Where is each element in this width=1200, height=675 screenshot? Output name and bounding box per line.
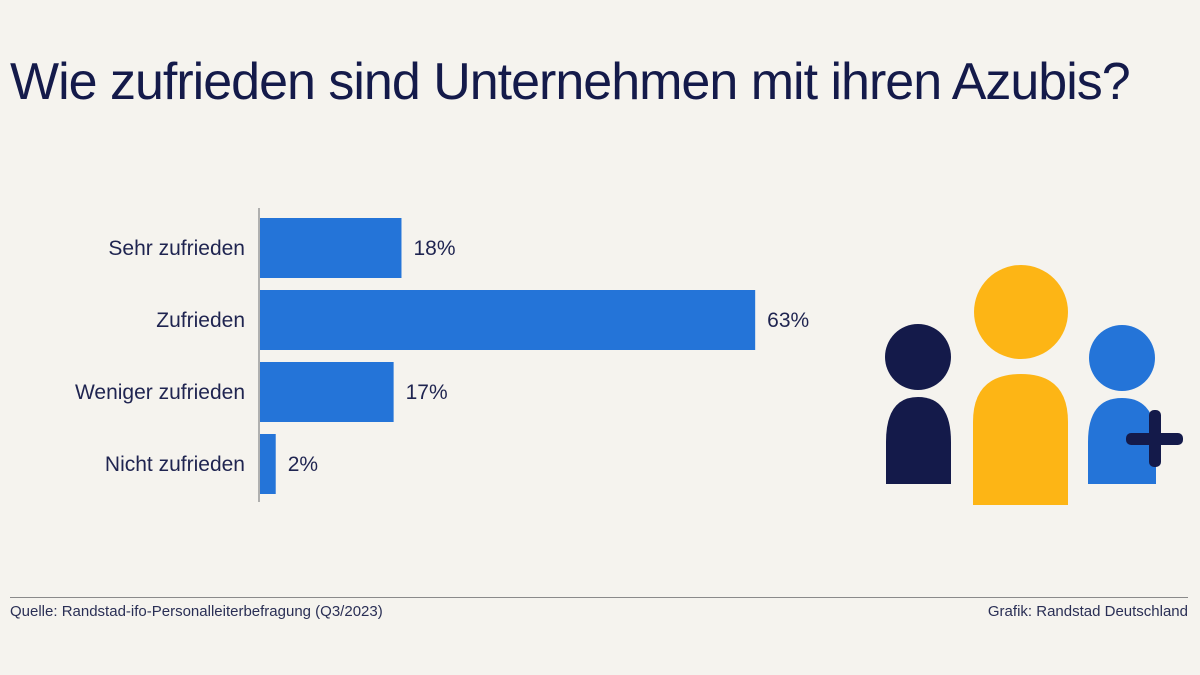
bar-3 xyxy=(260,434,276,494)
chart-title: Wie zufrieden sind Unternehmen mit ihren… xyxy=(10,53,1131,111)
category-label: Weniger zufrieden xyxy=(75,381,245,404)
footer-divider xyxy=(10,597,1188,598)
value-label: 18% xyxy=(413,237,455,260)
plus-icon xyxy=(1126,410,1183,467)
credit-note: Grafik: Randstad Deutschland xyxy=(987,603,1188,620)
category-label: Sehr zufrieden xyxy=(108,237,245,260)
person-yellow-icon xyxy=(973,265,1068,505)
value-label: 17% xyxy=(406,381,448,404)
category-label: Zufrieden xyxy=(156,309,245,332)
value-label: 2% xyxy=(288,453,318,476)
person-navy-icon xyxy=(885,324,951,484)
bar-1 xyxy=(260,290,756,350)
bar-chart: Sehr zufrieden 18% Zufrieden 63% Weniger zuf… xyxy=(75,208,809,502)
person-blue-add-icon xyxy=(1088,325,1183,484)
source-note: Quelle: Randstad-ifo-Personalleiterbefra… xyxy=(10,603,383,620)
illustration-people xyxy=(885,265,1183,505)
bar-2 xyxy=(260,362,394,422)
value-label: 63% xyxy=(767,309,809,332)
bar-0 xyxy=(260,218,402,278)
category-label: Nicht zufrieden xyxy=(105,453,245,476)
